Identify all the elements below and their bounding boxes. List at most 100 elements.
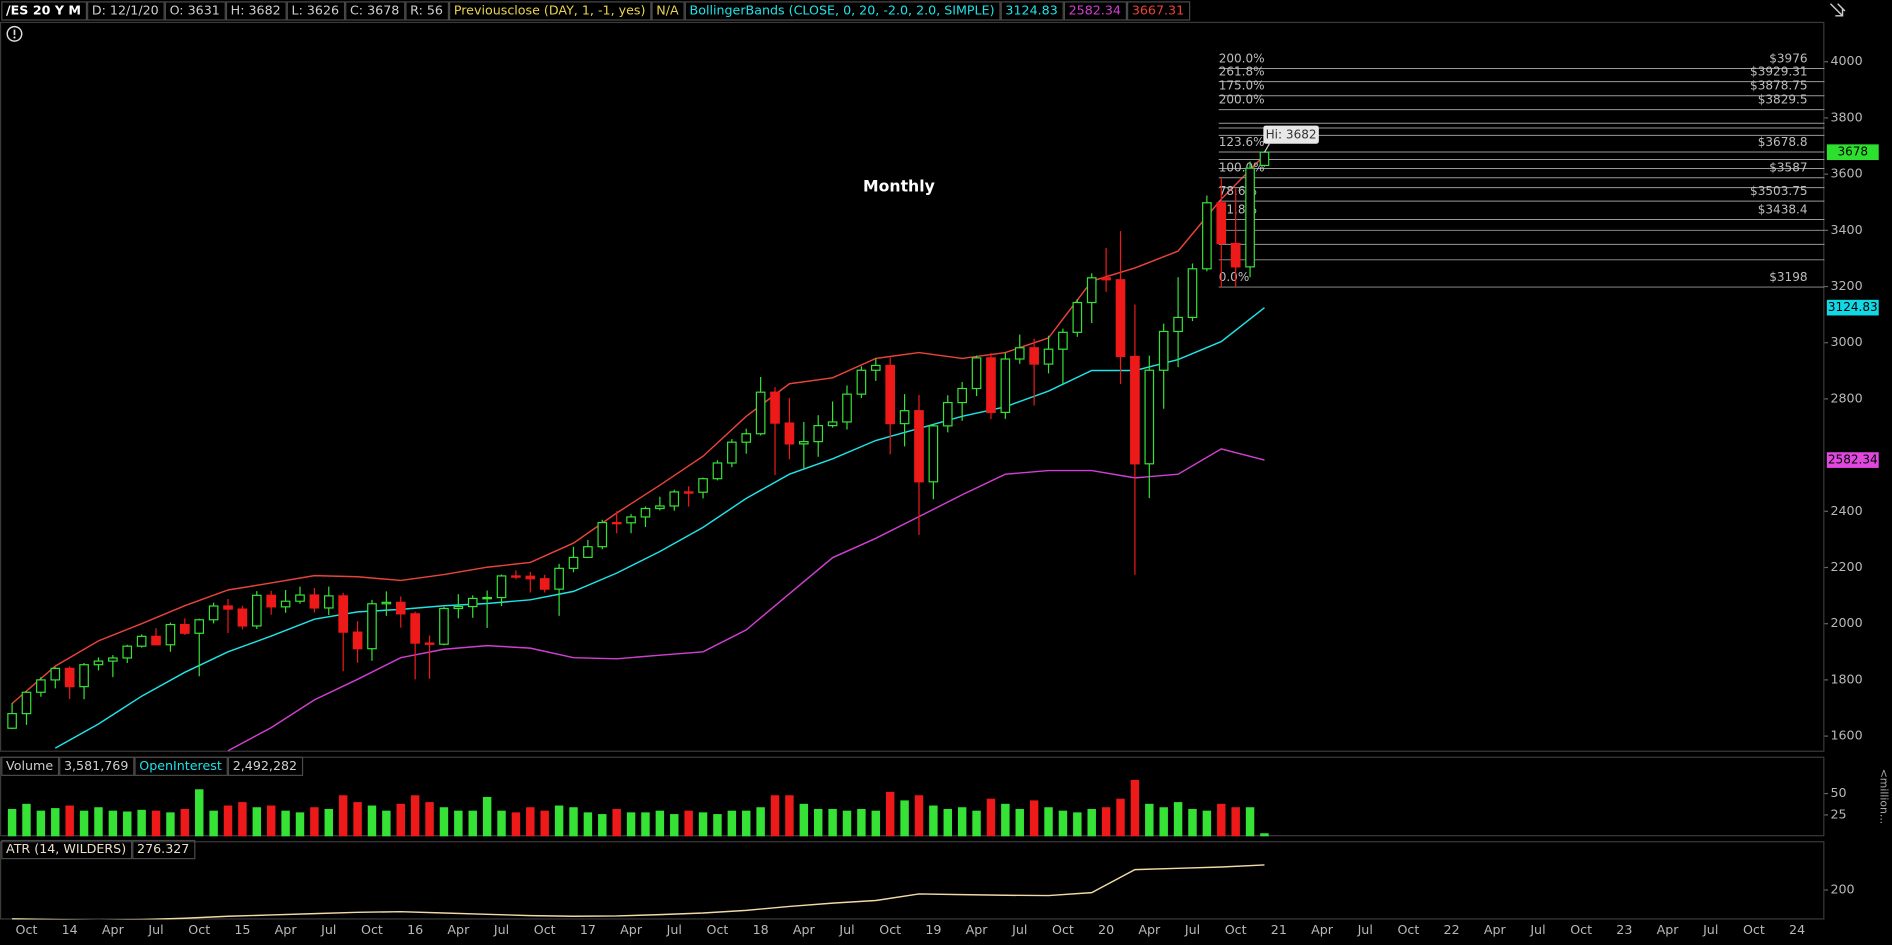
candle-body: [784, 422, 795, 445]
collapse-icon[interactable]: [1829, 3, 1846, 17]
candle-body: [208, 605, 219, 621]
timeframe-annotation: Monthly: [863, 177, 935, 196]
volume-bar: [266, 805, 276, 837]
candle-body: [79, 664, 89, 688]
fib-ratio: 123.6%: [1219, 135, 1265, 149]
price-marker: 3124.83: [1828, 300, 1878, 314]
header-item: H: 3682: [231, 2, 281, 17]
x-tick-label: Oct: [1225, 922, 1247, 937]
candle-body: [727, 441, 737, 464]
volume-bar: [439, 807, 449, 837]
header-item: 2,492,282: [233, 758, 297, 773]
volume-bar: [137, 809, 146, 837]
candle-body: [1000, 358, 1011, 414]
x-tick-label: Oct: [16, 922, 38, 937]
candle-body: [93, 660, 104, 666]
x-tick-label: Jul: [838, 922, 854, 937]
volume-bar: [540, 810, 549, 837]
volume-bar: [1245, 807, 1255, 837]
header-item: L: 3626: [292, 2, 340, 17]
candle-body: [453, 605, 464, 610]
volume-bar: [1217, 803, 1226, 837]
header-item: 2582.34: [1069, 2, 1121, 17]
header-box: [651, 1, 685, 21]
candle-body: [770, 391, 780, 424]
volume-bar: [900, 800, 909, 837]
volume-bar: [353, 802, 362, 837]
middle-band: [54, 307, 1265, 749]
header-box: [1126, 1, 1191, 21]
volume-bar: [1159, 807, 1168, 837]
volume-bar: [1073, 812, 1082, 837]
candle-body: [1043, 348, 1054, 365]
volume-bar: [51, 808, 60, 837]
x-tick-label: 17: [580, 922, 596, 937]
candle-body: [554, 567, 564, 590]
volume-bar: [885, 791, 895, 837]
y-tick-label: 3000: [1830, 334, 1862, 349]
candle-body: [525, 575, 536, 580]
x-tick-label: Apr: [1657, 922, 1680, 937]
volume-bar: [396, 803, 405, 837]
header-item: 3124.83: [1005, 2, 1057, 17]
volume-bar: [727, 810, 737, 837]
candle-body: [309, 594, 320, 609]
price-marker-box: [1826, 144, 1879, 161]
volume-bar: [1173, 802, 1183, 837]
x-tick-label: 23: [1616, 922, 1632, 937]
header-item: C: 3678: [350, 2, 399, 17]
candle-body: [367, 603, 377, 650]
candle-body: [856, 369, 867, 395]
volume-bar: [698, 812, 708, 837]
volume-bar: [1015, 808, 1024, 837]
fib-price: $3198: [1769, 270, 1807, 284]
volume-bar: [914, 795, 924, 837]
candle-body: [1144, 369, 1155, 465]
header-box: [1, 756, 60, 776]
volume-bar: [813, 808, 823, 837]
volume-bar: [612, 808, 621, 837]
x-tick-label: 14: [62, 922, 78, 937]
volume-bar: [151, 810, 161, 837]
candle-body: [151, 635, 161, 646]
candle-body: [251, 594, 262, 627]
alert-icon[interactable]: [6, 25, 23, 42]
volume-bar: [1130, 779, 1140, 837]
volume-bar: [957, 807, 967, 837]
x-tick-label: Oct: [1052, 922, 1074, 937]
x-tick-label: Jul: [1011, 922, 1027, 937]
candle-body: [323, 595, 334, 609]
header-box: [132, 839, 196, 860]
volume-bar: [252, 807, 262, 837]
volume-bar: [526, 807, 535, 837]
x-tick-label: Apr: [793, 922, 816, 937]
candle-body: [7, 713, 17, 729]
fib-price: $3678.8: [1758, 135, 1808, 149]
y-tick-label: 2800: [1830, 390, 1862, 405]
candle-body: [842, 393, 852, 423]
header-box: [227, 756, 304, 776]
header-item: 3,581,769: [64, 758, 128, 773]
header-item: 276.327: [137, 841, 189, 856]
price-panel: [0, 21, 1825, 752]
x-tick-label: 20: [1098, 922, 1114, 937]
header-item: Volume: [6, 758, 53, 773]
header-box: [59, 756, 135, 776]
collapse-glyph: [1829, 3, 1846, 17]
x-tick-label: Oct: [1570, 922, 1592, 937]
alert-dot: [13, 36, 16, 39]
candle-body: [1086, 277, 1097, 304]
candle-body: [108, 657, 118, 662]
volume-bar: [1202, 810, 1212, 837]
candle-body: [914, 410, 924, 483]
header-box: [164, 1, 226, 21]
x-tick-label: Jul: [1529, 922, 1545, 937]
candle-body: [266, 594, 277, 608]
header-box: [1, 1, 88, 21]
header-box: [225, 1, 287, 21]
candle-body: [583, 546, 593, 558]
y-tick-label: 3400: [1830, 222, 1862, 237]
y-tick-label: 4000: [1830, 53, 1862, 68]
fib-price: $3829.5: [1758, 92, 1808, 106]
